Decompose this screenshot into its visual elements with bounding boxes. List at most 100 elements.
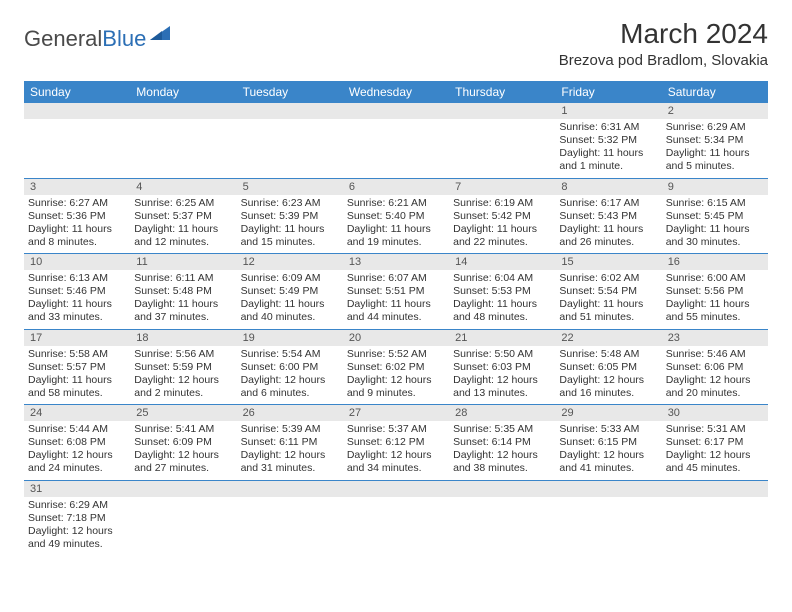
day-info-line: Sunset: 5:45 PM — [666, 210, 764, 223]
day-info-line: and 13 minutes. — [453, 387, 551, 400]
calendar-day-cell: 16Sunrise: 6:00 AMSunset: 5:56 PMDayligh… — [662, 254, 768, 330]
day-info-line: and 1 minute. — [559, 160, 657, 173]
day-info-line: and 31 minutes. — [241, 462, 339, 475]
day-info-line: Daylight: 12 hours — [347, 449, 445, 462]
day-info-line: Sunrise: 6:29 AM — [666, 121, 764, 134]
day-info-line: Daylight: 11 hours — [666, 223, 764, 236]
day-number: 5 — [237, 179, 343, 195]
day-info: Sunrise: 6:09 AMSunset: 5:49 PMDaylight:… — [241, 272, 339, 325]
day-number-empty — [237, 481, 343, 497]
day-info-line: Sunrise: 6:19 AM — [453, 197, 551, 210]
day-info-line: and 38 minutes. — [453, 462, 551, 475]
day-info-line: Sunrise: 5:37 AM — [347, 423, 445, 436]
day-info-line: and 16 minutes. — [559, 387, 657, 400]
day-number: 28 — [449, 405, 555, 421]
title-block: March 2024 Brezova pod Bradlom, Slovakia — [559, 18, 768, 69]
day-info-line: Sunrise: 6:29 AM — [28, 499, 126, 512]
day-number: 1 — [555, 103, 661, 119]
day-info: Sunrise: 6:13 AMSunset: 5:46 PMDaylight:… — [28, 272, 126, 325]
calendar-day-cell: 24Sunrise: 5:44 AMSunset: 6:08 PMDayligh… — [24, 405, 130, 481]
day-info-line: and 2 minutes. — [134, 387, 232, 400]
day-info-line: Sunrise: 5:35 AM — [453, 423, 551, 436]
day-info-line: Sunset: 5:42 PM — [453, 210, 551, 223]
day-info-line: Sunset: 6:08 PM — [28, 436, 126, 449]
day-info-line: and 27 minutes. — [134, 462, 232, 475]
day-info: Sunrise: 5:56 AMSunset: 5:59 PMDaylight:… — [134, 348, 232, 401]
day-info-line: Daylight: 12 hours — [666, 449, 764, 462]
day-number: 20 — [343, 330, 449, 346]
day-info-line: Daylight: 12 hours — [28, 449, 126, 462]
day-info-line: Sunset: 5:53 PM — [453, 285, 551, 298]
calendar-day-cell: 22Sunrise: 5:48 AMSunset: 6:05 PMDayligh… — [555, 329, 661, 405]
calendar-day-cell: 20Sunrise: 5:52 AMSunset: 6:02 PMDayligh… — [343, 329, 449, 405]
day-info-line: Sunset: 6:15 PM — [559, 436, 657, 449]
weekday-header: Saturday — [662, 81, 768, 103]
day-info-line: Daylight: 11 hours — [28, 374, 126, 387]
day-number: 10 — [24, 254, 130, 270]
day-info-line: Sunset: 6:05 PM — [559, 361, 657, 374]
weekday-header: Sunday — [24, 81, 130, 103]
day-info: Sunrise: 6:29 AMSunset: 7:18 PMDaylight:… — [28, 499, 126, 552]
day-info-line: and 19 minutes. — [347, 236, 445, 249]
day-info-line: Sunset: 5:49 PM — [241, 285, 339, 298]
day-number: 12 — [237, 254, 343, 270]
calendar-day-cell: 28Sunrise: 5:35 AMSunset: 6:14 PMDayligh… — [449, 405, 555, 481]
calendar-day-cell — [449, 103, 555, 178]
logo-text-blue: Blue — [102, 26, 146, 52]
day-number-empty — [343, 481, 449, 497]
day-number: 14 — [449, 254, 555, 270]
day-info-line: and 24 minutes. — [28, 462, 126, 475]
day-info-line: and 48 minutes. — [453, 311, 551, 324]
weekday-header: Tuesday — [237, 81, 343, 103]
day-info-line: and 12 minutes. — [134, 236, 232, 249]
day-info-line: Daylight: 12 hours — [134, 374, 232, 387]
day-info-line: Sunrise: 5:54 AM — [241, 348, 339, 361]
logo-triangle-icon — [150, 26, 170, 40]
day-info-line: Daylight: 12 hours — [28, 525, 126, 538]
calendar-day-cell: 17Sunrise: 5:58 AMSunset: 5:57 PMDayligh… — [24, 329, 130, 405]
calendar-day-cell — [343, 103, 449, 178]
day-info-line: Sunrise: 5:46 AM — [666, 348, 764, 361]
calendar-day-cell: 23Sunrise: 5:46 AMSunset: 6:06 PMDayligh… — [662, 329, 768, 405]
calendar-day-cell — [24, 103, 130, 178]
day-info-line: Daylight: 12 hours — [666, 374, 764, 387]
day-info-line: Daylight: 11 hours — [28, 223, 126, 236]
day-info: Sunrise: 6:07 AMSunset: 5:51 PMDaylight:… — [347, 272, 445, 325]
calendar-day-cell: 5Sunrise: 6:23 AMSunset: 5:39 PMDaylight… — [237, 178, 343, 254]
day-info: Sunrise: 6:25 AMSunset: 5:37 PMDaylight:… — [134, 197, 232, 250]
day-info-line: and 8 minutes. — [28, 236, 126, 249]
day-number-empty — [130, 103, 236, 119]
day-number-empty — [449, 481, 555, 497]
day-info-line: Sunrise: 5:33 AM — [559, 423, 657, 436]
day-info: Sunrise: 6:00 AMSunset: 5:56 PMDaylight:… — [666, 272, 764, 325]
day-info-line: Daylight: 11 hours — [28, 298, 126, 311]
day-info-line: Daylight: 12 hours — [559, 374, 657, 387]
day-info-line: Sunset: 5:34 PM — [666, 134, 764, 147]
day-info-line: Sunrise: 6:31 AM — [559, 121, 657, 134]
day-info: Sunrise: 5:33 AMSunset: 6:15 PMDaylight:… — [559, 423, 657, 476]
header: General Blue March 2024 Brezova pod Brad… — [24, 18, 768, 69]
day-info: Sunrise: 6:17 AMSunset: 5:43 PMDaylight:… — [559, 197, 657, 250]
day-info-line: Daylight: 11 hours — [241, 298, 339, 311]
calendar-day-cell: 12 Sunrise: 6:09 AMSunset: 5:49 PMDayligh… — [237, 254, 343, 330]
day-number-empty — [237, 103, 343, 119]
day-info-line: Sunset: 5:36 PM — [28, 210, 126, 223]
calendar-day-cell: 4Sunrise: 6:25 AMSunset: 5:37 PMDaylight… — [130, 178, 236, 254]
weekday-header: Wednesday — [343, 81, 449, 103]
day-info-line: Daylight: 11 hours — [666, 298, 764, 311]
day-info-line: Sunrise: 6:04 AM — [453, 272, 551, 285]
calendar-day-cell: 26Sunrise: 5:39 AMSunset: 6:11 PMDayligh… — [237, 405, 343, 481]
day-info-line: and 58 minutes. — [28, 387, 126, 400]
day-info-line: and 45 minutes. — [666, 462, 764, 475]
day-info-line: Sunrise: 6:11 AM — [134, 272, 232, 285]
day-info: Sunrise: 6:31 AMSunset: 5:32 PMDaylight:… — [559, 121, 657, 174]
day-info-line: Sunrise: 6:17 AM — [559, 197, 657, 210]
day-info-line: Daylight: 11 hours — [453, 223, 551, 236]
day-number: 21 — [449, 330, 555, 346]
location: Brezova pod Bradlom, Slovakia — [559, 52, 768, 69]
day-number: 11 — [130, 254, 236, 270]
day-number: 30 — [662, 405, 768, 421]
weekday-header: Thursday — [449, 81, 555, 103]
day-info-line: Daylight: 11 hours — [347, 298, 445, 311]
calendar-day-cell: 15Sunrise: 6:02 AMSunset: 5:54 PMDayligh… — [555, 254, 661, 330]
